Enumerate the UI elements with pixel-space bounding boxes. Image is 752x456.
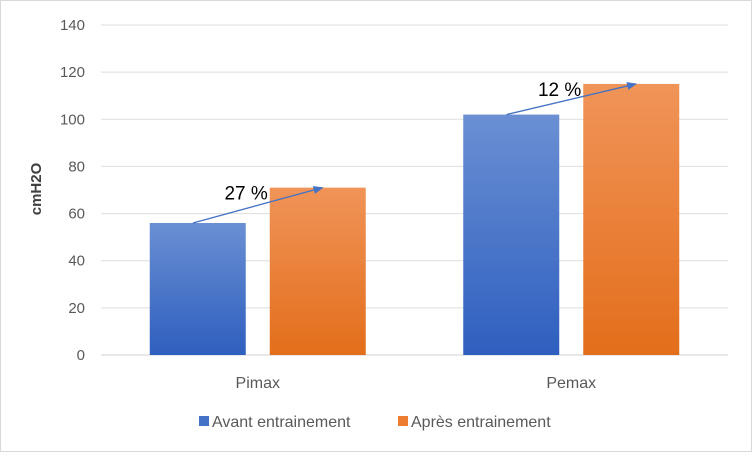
change-arrow	[192, 186, 324, 224]
y-tick-label: 140	[60, 17, 85, 34]
y-tick-label: 60	[68, 206, 85, 223]
legend-label: Après entrainement	[411, 414, 551, 431]
bar-pemax-avant	[463, 114, 560, 355]
legend-label: Avant entrainement	[212, 414, 351, 431]
bar-pemax-apres	[583, 83, 680, 355]
y-tick-label: 0	[77, 347, 85, 364]
bar-pimax-apres	[269, 187, 366, 355]
y-tick-label: 40	[68, 253, 85, 270]
y-axis-label: cmH2O	[28, 162, 45, 215]
legend-swatch	[199, 416, 209, 426]
bars	[149, 83, 680, 355]
x-category-label: Pemax	[546, 375, 596, 392]
y-tick-label: 100	[60, 111, 85, 128]
change-arrow	[506, 82, 638, 116]
x-category-label: Pimax	[236, 375, 280, 392]
y-axis-ticks: 0 20 40 60 80 100 120 140	[60, 17, 85, 364]
bar-pimax-avant	[149, 223, 246, 355]
x-axis-categories: Pimax Pemax	[236, 375, 597, 392]
legend-swatch	[398, 416, 408, 426]
annotations: 27 % 12 %	[192, 80, 638, 224]
percent-change-label: 27 %	[224, 184, 267, 205]
y-tick-label: 20	[68, 300, 85, 317]
y-tick-label: 120	[60, 64, 85, 81]
legend: Avant entrainement Après entrainement	[199, 414, 551, 431]
y-tick-label: 80	[68, 158, 85, 175]
percent-change-label: 12 %	[538, 80, 581, 101]
